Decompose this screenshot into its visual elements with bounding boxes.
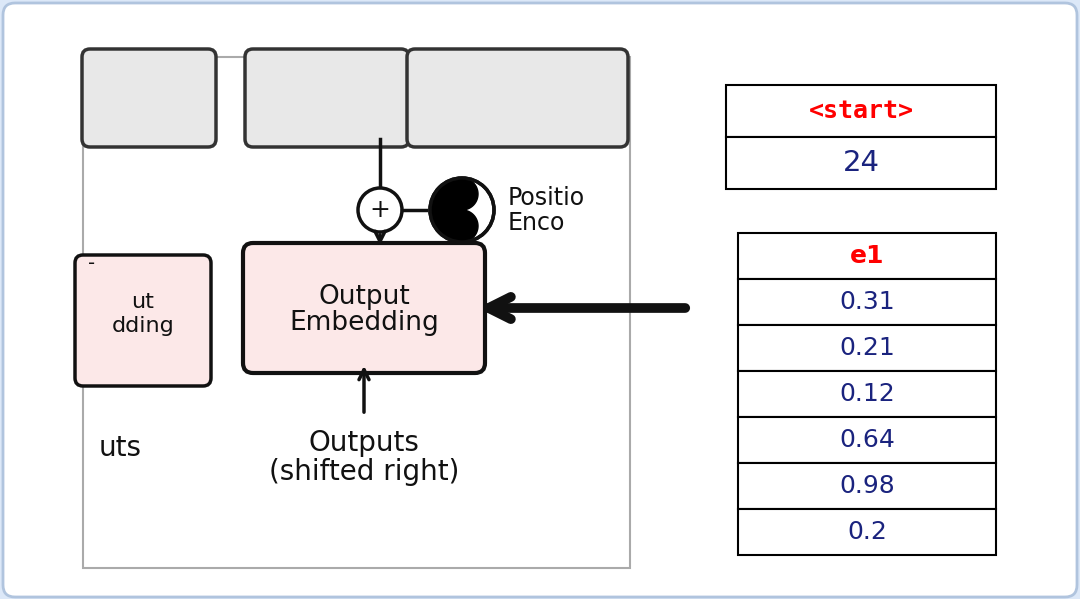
- Text: uts: uts: [98, 434, 141, 462]
- Text: 0.2: 0.2: [847, 520, 887, 544]
- Text: Enco: Enco: [508, 211, 565, 235]
- FancyBboxPatch shape: [82, 49, 216, 147]
- Bar: [726, 137, 996, 189]
- FancyBboxPatch shape: [3, 3, 1077, 597]
- Bar: [738, 325, 996, 371]
- Text: <start>: <start>: [809, 99, 914, 123]
- Circle shape: [430, 178, 494, 242]
- Polygon shape: [430, 178, 478, 242]
- Circle shape: [357, 188, 402, 232]
- FancyBboxPatch shape: [243, 243, 485, 373]
- Bar: [83, 57, 630, 568]
- Text: 0.12: 0.12: [839, 382, 895, 406]
- Text: (shifted right): (shifted right): [269, 458, 459, 486]
- Text: Embedding: Embedding: [289, 310, 438, 336]
- FancyBboxPatch shape: [407, 49, 627, 147]
- Bar: [738, 417, 996, 463]
- Text: Output: Output: [319, 284, 410, 310]
- Text: -: -: [87, 253, 95, 273]
- Text: 0.21: 0.21: [839, 336, 895, 360]
- Text: 0.64: 0.64: [839, 428, 895, 452]
- Text: dding: dding: [111, 316, 174, 336]
- Bar: [738, 463, 996, 509]
- Bar: [738, 371, 996, 417]
- Text: 24: 24: [842, 149, 879, 177]
- Text: Outputs: Outputs: [309, 429, 419, 457]
- Bar: [726, 85, 996, 137]
- Bar: [738, 509, 996, 555]
- Text: Positio: Positio: [508, 186, 585, 210]
- FancyBboxPatch shape: [245, 49, 409, 147]
- Text: ut: ut: [132, 292, 154, 312]
- Text: +: +: [369, 198, 391, 222]
- Text: 0.31: 0.31: [839, 290, 895, 314]
- Text: e1: e1: [850, 244, 885, 268]
- Bar: [738, 279, 996, 325]
- Bar: [738, 233, 996, 279]
- FancyBboxPatch shape: [75, 255, 211, 386]
- Text: 0.98: 0.98: [839, 474, 895, 498]
